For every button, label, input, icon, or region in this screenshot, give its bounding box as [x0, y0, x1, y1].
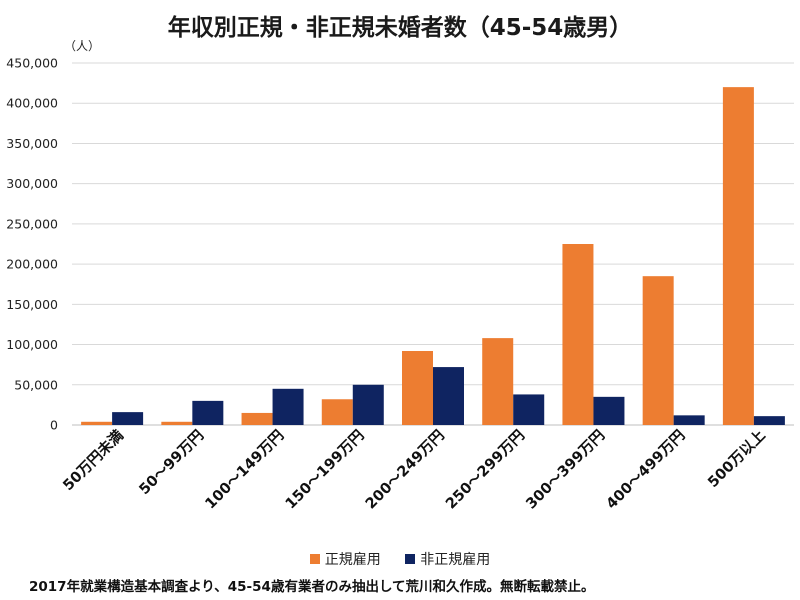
y-tick-label: 350,000: [6, 136, 58, 151]
footnote: 2017年就業構造基本調査より、45-54歳有業者のみ抽出して荒川和久作成。無断…: [29, 579, 595, 595]
y-tick-label: 400,000: [6, 96, 58, 111]
bar-nonregular: [112, 412, 144, 425]
bar-regular: [81, 421, 113, 425]
x-tick-label: 300～399万円: [523, 427, 609, 513]
bar-nonregular: [513, 394, 545, 425]
bar-regular: [241, 412, 273, 425]
bar-nonregular: [673, 415, 705, 425]
legend-label-regular: 正規雇用: [324, 552, 381, 568]
y-tick-label: 100,000: [6, 337, 58, 352]
y-tick-label: 50,000: [14, 377, 58, 392]
bar-regular: [161, 421, 193, 425]
bar-nonregular: [192, 400, 224, 425]
bar-regular: [482, 338, 514, 425]
legend-label-nonregular: 非正規雇用: [420, 552, 491, 568]
legend-item-nonregular: 非正規雇用: [405, 549, 490, 569]
y-tick-label: 200,000: [6, 257, 58, 272]
x-tick-label: 100～149万円: [202, 427, 288, 513]
x-tick-label: 400～499万円: [603, 427, 689, 513]
x-tick-label: 200～249万円: [362, 427, 448, 513]
x-tick-label: 250～299万円: [442, 427, 528, 513]
y-axis: 0 50,000 100,000 150,000 200,000 250,000 300,0…: [6, 56, 58, 433]
bar-regular: [722, 87, 754, 425]
bar-regular: [562, 244, 594, 425]
y-tick-label: 0: [50, 418, 58, 433]
legend-swatch-regular: [309, 554, 320, 564]
legend-swatch-nonregular: [405, 554, 416, 564]
bar-regular: [321, 399, 353, 425]
x-tick-label: 500万以上: [705, 426, 770, 491]
x-tick-label: 50万円未満: [59, 426, 127, 494]
y-axis-unit: （人）: [64, 39, 100, 53]
x-tick-label: 50～99万円: [136, 427, 207, 498]
bar-nonregular: [753, 416, 785, 425]
y-tick-label: 300,000: [6, 176, 58, 191]
y-tick-label: 250,000: [6, 216, 58, 231]
chart-title: 年収別正規・非正規未婚者数（45-54歳男）: [167, 15, 633, 41]
y-tick-label: 150,000: [6, 297, 58, 312]
y-tick-label: 450,000: [6, 56, 58, 71]
bars: [81, 87, 785, 425]
legend: 正規雇用 非正規雇用: [0, 549, 800, 569]
x-axis: 50万円未満 50～99万円100～149万円150～199万円200～249万円…: [59, 426, 769, 513]
bar-nonregular: [352, 384, 384, 425]
bar-nonregular: [433, 367, 464, 425]
legend-item-regular: 正規雇用: [309, 549, 381, 569]
bar-regular: [402, 350, 433, 425]
bar-nonregular: [272, 388, 304, 425]
x-tick-label: 150～199万円: [282, 427, 368, 513]
bar-nonregular: [593, 396, 625, 425]
bar-regular: [642, 276, 674, 425]
